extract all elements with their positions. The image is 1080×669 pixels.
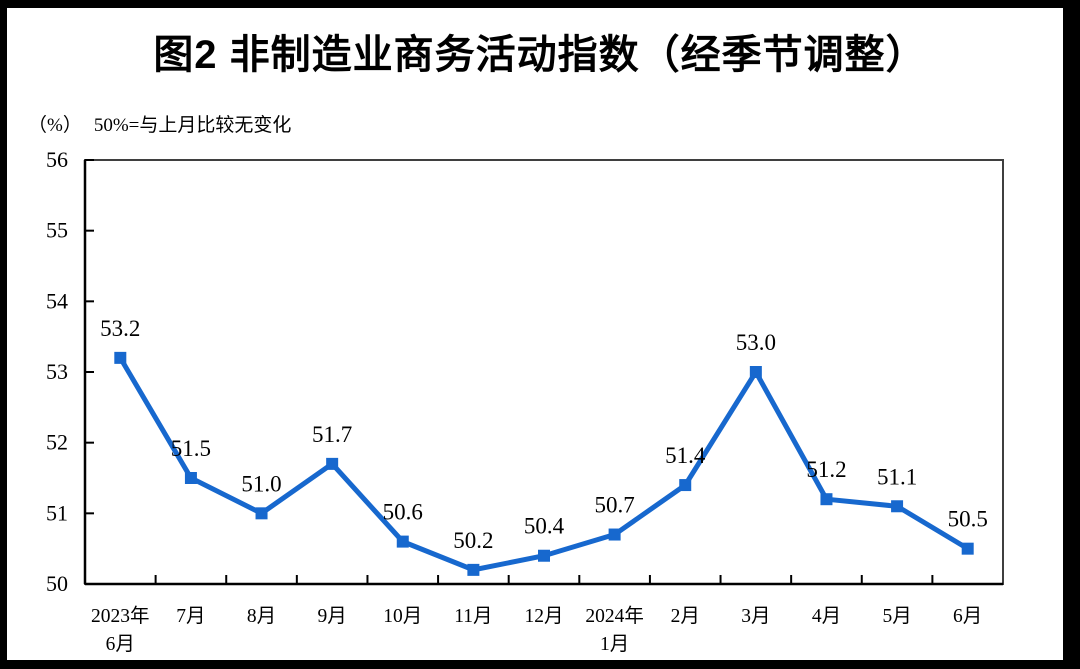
data-point-label: 51.2 [806, 457, 846, 482]
data-point-marker [467, 563, 480, 576]
y-axis-unit-label: （%） [28, 115, 82, 136]
data-point-label: 53.0 [736, 330, 776, 355]
y-axis-tick-label: 53 [46, 359, 68, 384]
x-axis-category-label: 3月 [741, 606, 770, 627]
data-point-marker [538, 549, 550, 562]
y-axis-tick-label: 55 [46, 218, 68, 243]
x-axis-category-label: 2月 [671, 606, 700, 627]
data-point-label: 51.1 [877, 464, 917, 489]
chart-title: 图2 非制造业商务活动指数（经季节调整） [153, 33, 927, 77]
data-point-marker [114, 351, 127, 364]
y-axis-tick-label: 50 [46, 571, 68, 596]
reference-note: 50%=与上月比较无变化 [93, 115, 292, 136]
x-axis-category-label: 1月 [600, 634, 629, 655]
chart-subtitle: （%） 50%=与上月比较无变化 [28, 110, 291, 137]
data-point-marker [608, 528, 621, 541]
data-point-label: 50.5 [948, 507, 988, 532]
y-axis-tick-label: 56 [46, 147, 68, 172]
x-axis-category-label: 9月 [318, 606, 347, 627]
data-point-marker [891, 500, 904, 513]
data-point-marker [184, 472, 197, 484]
x-axis-category-label: 2024年 [585, 605, 644, 627]
data-point-marker [961, 542, 974, 555]
data-point-marker [396, 535, 409, 548]
data-point-label: 53.2 [100, 316, 140, 341]
data-point-marker [679, 479, 692, 492]
y-axis-tick-label: 54 [46, 288, 68, 313]
data-point-label: 51.0 [241, 471, 281, 496]
data-point-label: 51.7 [312, 422, 352, 447]
data-point-marker [326, 457, 339, 470]
x-axis-category-label: 2023年 [91, 605, 150, 627]
x-axis-category-label: 4月 [812, 606, 841, 627]
data-point-label: 50.7 [594, 493, 634, 518]
data-point-marker [255, 507, 268, 520]
data-point-label: 51.5 [171, 436, 211, 461]
data-point-label: 50.6 [383, 500, 423, 525]
x-axis-category-label: 11月 [454, 606, 492, 627]
data-point-label: 50.4 [524, 514, 565, 539]
x-axis-category-label: 7月 [176, 606, 205, 627]
x-axis-category-label: 5月 [882, 606, 911, 627]
x-axis-category-label: 12月 [524, 606, 563, 627]
y-axis-tick-label: 52 [46, 430, 68, 455]
data-point-marker [749, 366, 762, 378]
data-point-label: 51.4 [665, 443, 706, 468]
x-axis-category-label: 10月 [383, 606, 422, 627]
x-axis-category-label: 6月 [106, 634, 135, 655]
data-point-label: 50.2 [453, 528, 493, 553]
data-point-marker [820, 493, 833, 506]
y-axis-tick-label: 51 [46, 500, 68, 525]
x-axis-category-label: 6月 [953, 606, 982, 627]
x-axis-category-label: 8月 [247, 606, 276, 627]
